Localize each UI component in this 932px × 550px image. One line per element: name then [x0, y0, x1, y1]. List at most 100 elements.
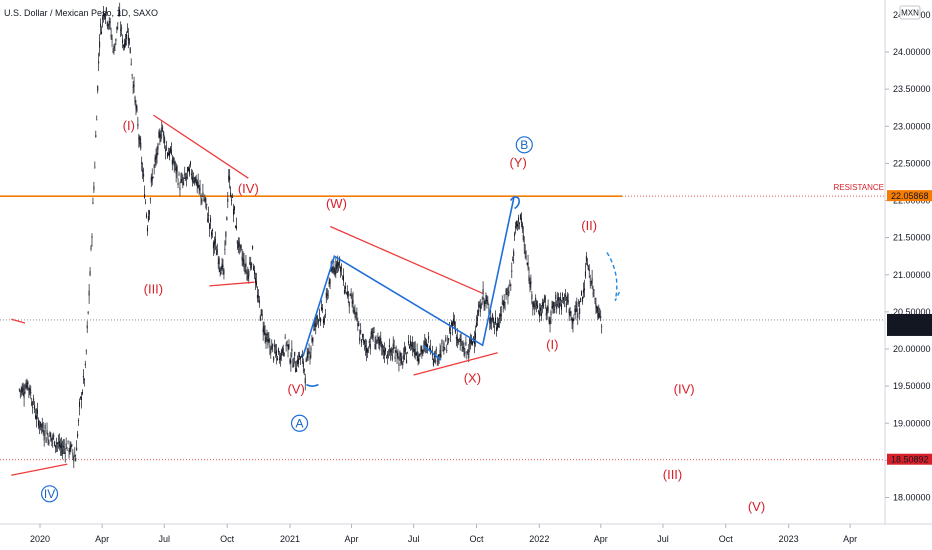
candle-body	[514, 233, 516, 236]
candle-body	[102, 17, 103, 20]
candle-body	[98, 61, 100, 64]
candle-body	[180, 179, 182, 183]
candle-body	[470, 340, 472, 342]
candle-body	[331, 267, 333, 271]
candle-body	[302, 361, 304, 368]
candle-body	[297, 359, 299, 364]
candle-body	[216, 249, 218, 255]
wave-label: (Y)	[509, 155, 526, 170]
candle-body	[147, 216, 149, 221]
candle-body	[526, 262, 528, 265]
candle-body	[222, 265, 224, 267]
candle-body	[320, 307, 322, 310]
x-tick-label: Oct	[469, 534, 484, 544]
candle-body	[109, 20, 111, 24]
candle-body	[557, 297, 559, 302]
y-tick-label: 22.50000	[893, 158, 931, 168]
candle-body	[427, 344, 429, 350]
candle-body	[165, 149, 167, 152]
candle-body	[306, 355, 308, 358]
candle-body	[558, 297, 560, 301]
red-trendline[interactable]	[209, 281, 255, 287]
candle-body	[408, 345, 410, 349]
candle-body	[61, 449, 63, 455]
candle-body	[271, 345, 273, 350]
blue-wave-path[interactable]	[302, 196, 515, 357]
candle-body	[295, 368, 297, 373]
price-tag-box	[887, 190, 932, 202]
candle-body	[522, 234, 524, 240]
candle-body	[49, 432, 51, 438]
red-trendline[interactable]	[11, 318, 26, 324]
candle-body	[383, 349, 385, 353]
candle-body	[197, 181, 199, 188]
candle-body	[130, 63, 132, 65]
candle-body	[512, 259, 514, 261]
candle-body	[405, 347, 407, 351]
candle-body	[116, 26, 118, 29]
red-trendline[interactable]	[153, 114, 249, 179]
candle-body	[501, 302, 503, 304]
candle-body	[352, 300, 354, 305]
candle-body	[334, 270, 336, 275]
candle-body	[471, 339, 473, 344]
candle-body	[325, 292, 327, 298]
candle-body	[507, 295, 509, 298]
red-trendline[interactable]	[330, 225, 483, 294]
y-tick-label: 20.50000	[893, 307, 931, 317]
candle-body	[555, 294, 557, 300]
candle-body	[234, 226, 236, 228]
candle-body	[242, 258, 244, 262]
wave-b-top-mark	[509, 196, 520, 210]
currency-badge[interactable]: MXN	[899, 5, 921, 20]
candle-body	[412, 348, 414, 350]
candle-body	[473, 337, 475, 339]
candle-body	[483, 299, 485, 304]
candle-body	[68, 450, 70, 452]
wave-a-bottom-mark	[306, 383, 319, 387]
red-trendline[interactable]	[413, 352, 498, 376]
candle-body	[493, 318, 495, 324]
red-trendline[interactable]	[11, 463, 68, 476]
blue-wave-path[interactable]	[422, 344, 442, 361]
candle-body	[277, 358, 278, 360]
projection-path[interactable]	[606, 252, 622, 302]
wave-label: (X)	[464, 370, 481, 385]
candle-body	[62, 445, 64, 448]
candle-body	[458, 338, 460, 340]
candle-body	[477, 310, 479, 316]
candle-body	[581, 290, 583, 296]
candle-body	[38, 426, 40, 428]
candle-body	[547, 306, 549, 311]
candle-body	[83, 379, 85, 381]
candle-body	[566, 295, 568, 301]
candle-body	[19, 390, 21, 392]
candle-body	[40, 424, 42, 426]
candle-body	[434, 359, 436, 362]
y-tick-label: 19.00000	[893, 418, 931, 428]
candle-body	[513, 251, 515, 257]
candle-body	[191, 176, 193, 183]
candle-body	[386, 354, 388, 357]
candle-body	[24, 391, 26, 393]
candle-body	[588, 269, 590, 272]
candle-body	[183, 178, 185, 179]
candle-body	[146, 227, 148, 232]
candle-body	[327, 294, 329, 296]
candle-body	[469, 338, 471, 344]
candle-body	[141, 161, 143, 164]
candle-body	[206, 203, 208, 205]
candle-body	[435, 348, 437, 352]
candle-body	[178, 174, 180, 175]
candle-body	[398, 363, 400, 366]
candle-body	[225, 231, 227, 238]
candle-body	[274, 345, 276, 347]
candle-body	[67, 440, 69, 442]
price-tag: 18.50892	[887, 453, 932, 465]
time-axis[interactable]: 2020 Apr Jul Oct 2021 Apr Jul Oct 2022 Apr Jul Oct 2…	[30, 524, 857, 544]
x-tick-label: Oct	[719, 534, 734, 544]
candle-body	[436, 360, 438, 362]
chart-title: U.S. Dollar / Mexican Peso, 1D, SAXO	[4, 8, 158, 18]
candle-body	[489, 317, 491, 324]
